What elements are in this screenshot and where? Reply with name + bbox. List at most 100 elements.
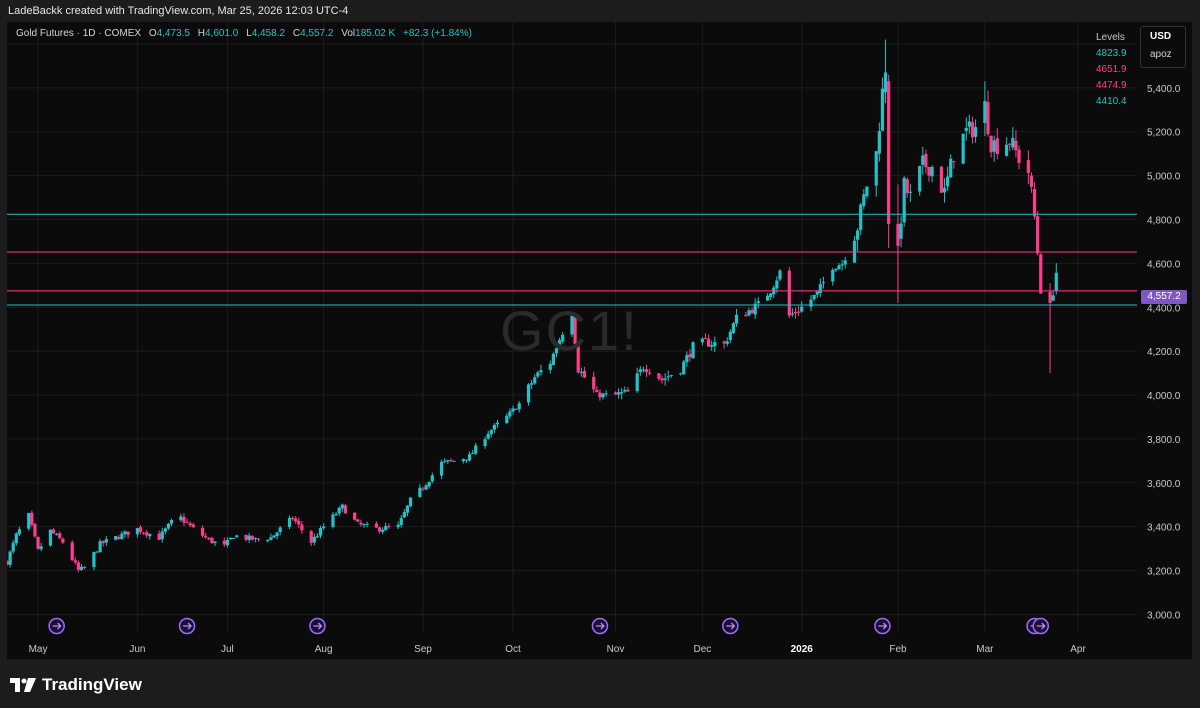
candle-body[interactable] bbox=[859, 204, 863, 231]
candle-body[interactable] bbox=[641, 369, 646, 371]
candle-body[interactable] bbox=[188, 523, 192, 526]
candle-body[interactable] bbox=[874, 151, 878, 186]
candle-body[interactable] bbox=[1039, 254, 1043, 294]
candle-body[interactable] bbox=[986, 102, 990, 135]
candle-body[interactable] bbox=[222, 540, 226, 545]
candle-body[interactable] bbox=[1005, 144, 1009, 156]
candle-body[interactable] bbox=[27, 513, 31, 529]
candle-body[interactable] bbox=[787, 270, 791, 316]
candle-body[interactable] bbox=[148, 533, 152, 537]
candle-body[interactable] bbox=[486, 433, 490, 439]
candle-body[interactable] bbox=[120, 533, 124, 540]
candle-body[interactable] bbox=[753, 303, 757, 315]
candle-body[interactable] bbox=[138, 527, 143, 533]
candle-body[interactable] bbox=[896, 223, 900, 246]
candle-body[interactable] bbox=[983, 100, 987, 123]
candle-body[interactable] bbox=[427, 481, 431, 487]
candle-body[interactable] bbox=[657, 373, 661, 379]
candle-body[interactable] bbox=[399, 518, 403, 525]
symbol-title[interactable]: Gold Futures · 1D · COMEX bbox=[16, 28, 142, 39]
currency-selector[interactable]: USD apoz bbox=[1140, 26, 1186, 68]
candle-body[interactable] bbox=[626, 389, 630, 392]
candle-body[interactable] bbox=[11, 542, 15, 552]
candle-body[interactable] bbox=[598, 392, 602, 398]
candle-body[interactable] bbox=[114, 536, 118, 540]
candle-body[interactable] bbox=[123, 531, 127, 535]
candle-body[interactable] bbox=[592, 376, 596, 390]
candle-body[interactable] bbox=[322, 526, 326, 529]
candle-body[interactable] bbox=[775, 280, 779, 289]
candle-body[interactable] bbox=[939, 166, 944, 193]
candle-body[interactable] bbox=[443, 460, 447, 462]
candle-body[interactable] bbox=[337, 507, 341, 514]
candle-body[interactable] bbox=[446, 460, 450, 462]
level-label[interactable]: 4474.9 bbox=[1096, 80, 1127, 91]
candle-body[interactable] bbox=[269, 537, 273, 541]
candle-body[interactable] bbox=[309, 531, 313, 543]
candle-body[interactable] bbox=[865, 186, 869, 197]
candle-body[interactable] bbox=[275, 532, 279, 537]
candle-body[interactable] bbox=[579, 372, 583, 374]
candle-body[interactable] bbox=[883, 72, 888, 93]
candle-body[interactable] bbox=[169, 519, 174, 524]
candle-body[interactable] bbox=[79, 566, 84, 570]
candle-body[interactable] bbox=[902, 177, 906, 223]
candle-body[interactable] bbox=[970, 122, 975, 138]
candle-body[interactable] bbox=[30, 512, 34, 525]
candle-body[interactable] bbox=[1014, 140, 1018, 151]
candle-body[interactable] bbox=[973, 127, 978, 137]
candle-body[interactable] bbox=[809, 299, 813, 307]
candle-body[interactable] bbox=[331, 514, 335, 527]
candle-body[interactable] bbox=[620, 392, 624, 394]
candle-body[interactable] bbox=[210, 537, 214, 543]
candle-body[interactable] bbox=[266, 540, 270, 542]
candle-body[interactable] bbox=[117, 536, 121, 539]
candle-body[interactable] bbox=[191, 524, 195, 528]
candle-body[interactable] bbox=[297, 520, 301, 525]
candle-body[interactable] bbox=[533, 377, 537, 384]
level-label[interactable]: 4823.9 bbox=[1096, 48, 1127, 59]
candle-body[interactable] bbox=[225, 539, 230, 546]
candle-body[interactable] bbox=[471, 453, 475, 455]
candle-body[interactable] bbox=[526, 384, 531, 403]
candle-body[interactable] bbox=[235, 535, 239, 538]
candle-body[interactable] bbox=[1026, 160, 1030, 173]
candle-body[interactable] bbox=[595, 389, 599, 393]
candle-body[interactable] bbox=[182, 516, 186, 523]
candle-body[interactable] bbox=[452, 460, 456, 462]
candle-body[interactable] bbox=[703, 338, 708, 340]
candle-body[interactable] bbox=[464, 459, 469, 461]
candle-body[interactable] bbox=[213, 541, 217, 544]
candle-body[interactable] bbox=[623, 389, 627, 392]
candle-body[interactable] bbox=[887, 81, 891, 224]
candle-body[interactable] bbox=[73, 560, 77, 563]
candle-body[interactable] bbox=[1011, 137, 1015, 148]
candle-body[interactable] bbox=[135, 528, 139, 535]
candle-body[interactable] bbox=[505, 415, 509, 424]
candle-body[interactable] bbox=[204, 535, 208, 538]
candle-body[interactable] bbox=[604, 393, 608, 395]
candle-body[interactable] bbox=[539, 370, 543, 373]
candle-body[interactable] bbox=[961, 133, 965, 164]
candle-body[interactable] bbox=[387, 526, 391, 528]
candle-body[interactable] bbox=[734, 314, 739, 324]
candle-body[interactable] bbox=[430, 475, 434, 482]
candle-body[interactable] bbox=[250, 535, 254, 540]
candle-body[interactable] bbox=[793, 311, 798, 314]
candle-body[interactable] bbox=[353, 512, 357, 520]
candle-body[interactable] bbox=[573, 314, 577, 345]
candle-body[interactable] bbox=[449, 460, 453, 462]
candle-body[interactable] bbox=[877, 131, 881, 154]
candle-body[interactable] bbox=[908, 191, 912, 193]
candle-body[interactable] bbox=[942, 187, 947, 193]
candle-body[interactable] bbox=[778, 270, 782, 280]
candle-body[interactable] bbox=[104, 539, 108, 543]
candle-body[interactable] bbox=[36, 536, 40, 549]
candle-body[interactable] bbox=[831, 269, 835, 282]
candle-body[interactable] bbox=[815, 291, 819, 295]
candle-body[interactable] bbox=[834, 268, 838, 271]
candle-body[interactable] bbox=[244, 535, 248, 540]
candle-body[interactable] bbox=[554, 348, 559, 354]
candle-body[interactable] bbox=[797, 311, 801, 313]
candle-body[interactable] bbox=[160, 531, 164, 540]
